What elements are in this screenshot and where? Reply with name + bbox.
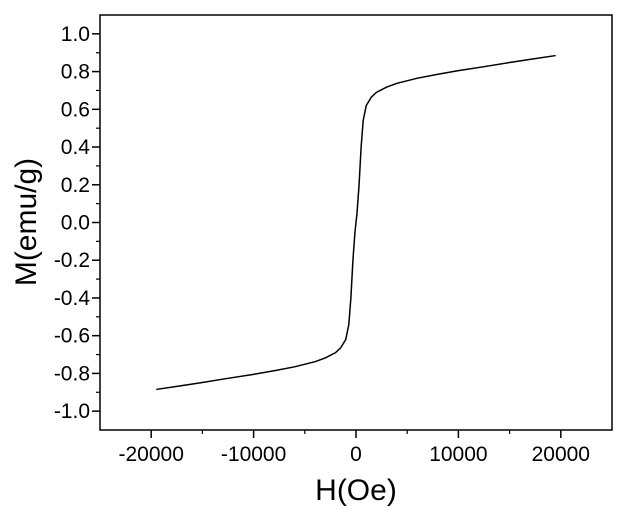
y-tick-label: -0.8 [54,362,90,385]
y-axis-title: M(emu/g) [10,158,43,286]
y-tick-label: -1.0 [54,400,90,423]
x-tick-label: 10000 [429,443,487,466]
y-tick-label: 0.0 [61,212,90,235]
y-tick-label: 0.6 [61,98,90,121]
x-tick-label: 0 [350,443,362,466]
y-tick-label: 0.2 [61,174,90,197]
y-tick-label: 1.0 [61,23,90,46]
y-tick-label: -0.6 [54,325,90,348]
y-tick-label: -0.2 [54,249,90,272]
y-tick-label: -0.4 [54,287,91,310]
ticks [92,33,562,438]
x-tick-label: 20000 [532,443,590,466]
y-tick-label: 0.4 [61,136,91,159]
tick-labels: -20000 -10000 0 10000 20000 -1.0 -0.8 -0.6 -0.4 -… [54,23,590,466]
x-tick-label: -20000 [119,443,184,466]
x-tick-label: -10000 [221,443,286,466]
x-axis-title: H(Oe) [315,474,397,507]
magnetization-curve [156,54,556,391]
y-tick-label: 0.8 [61,61,90,84]
